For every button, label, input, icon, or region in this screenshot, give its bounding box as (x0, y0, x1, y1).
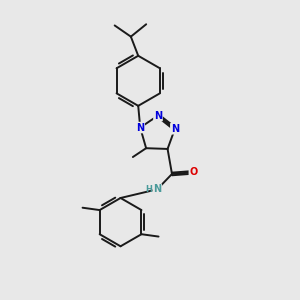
Text: N: N (153, 184, 161, 194)
Text: N: N (154, 111, 162, 121)
Text: O: O (189, 167, 198, 178)
Text: N: N (136, 123, 144, 133)
Text: H: H (145, 185, 152, 194)
Text: N: N (171, 124, 179, 134)
